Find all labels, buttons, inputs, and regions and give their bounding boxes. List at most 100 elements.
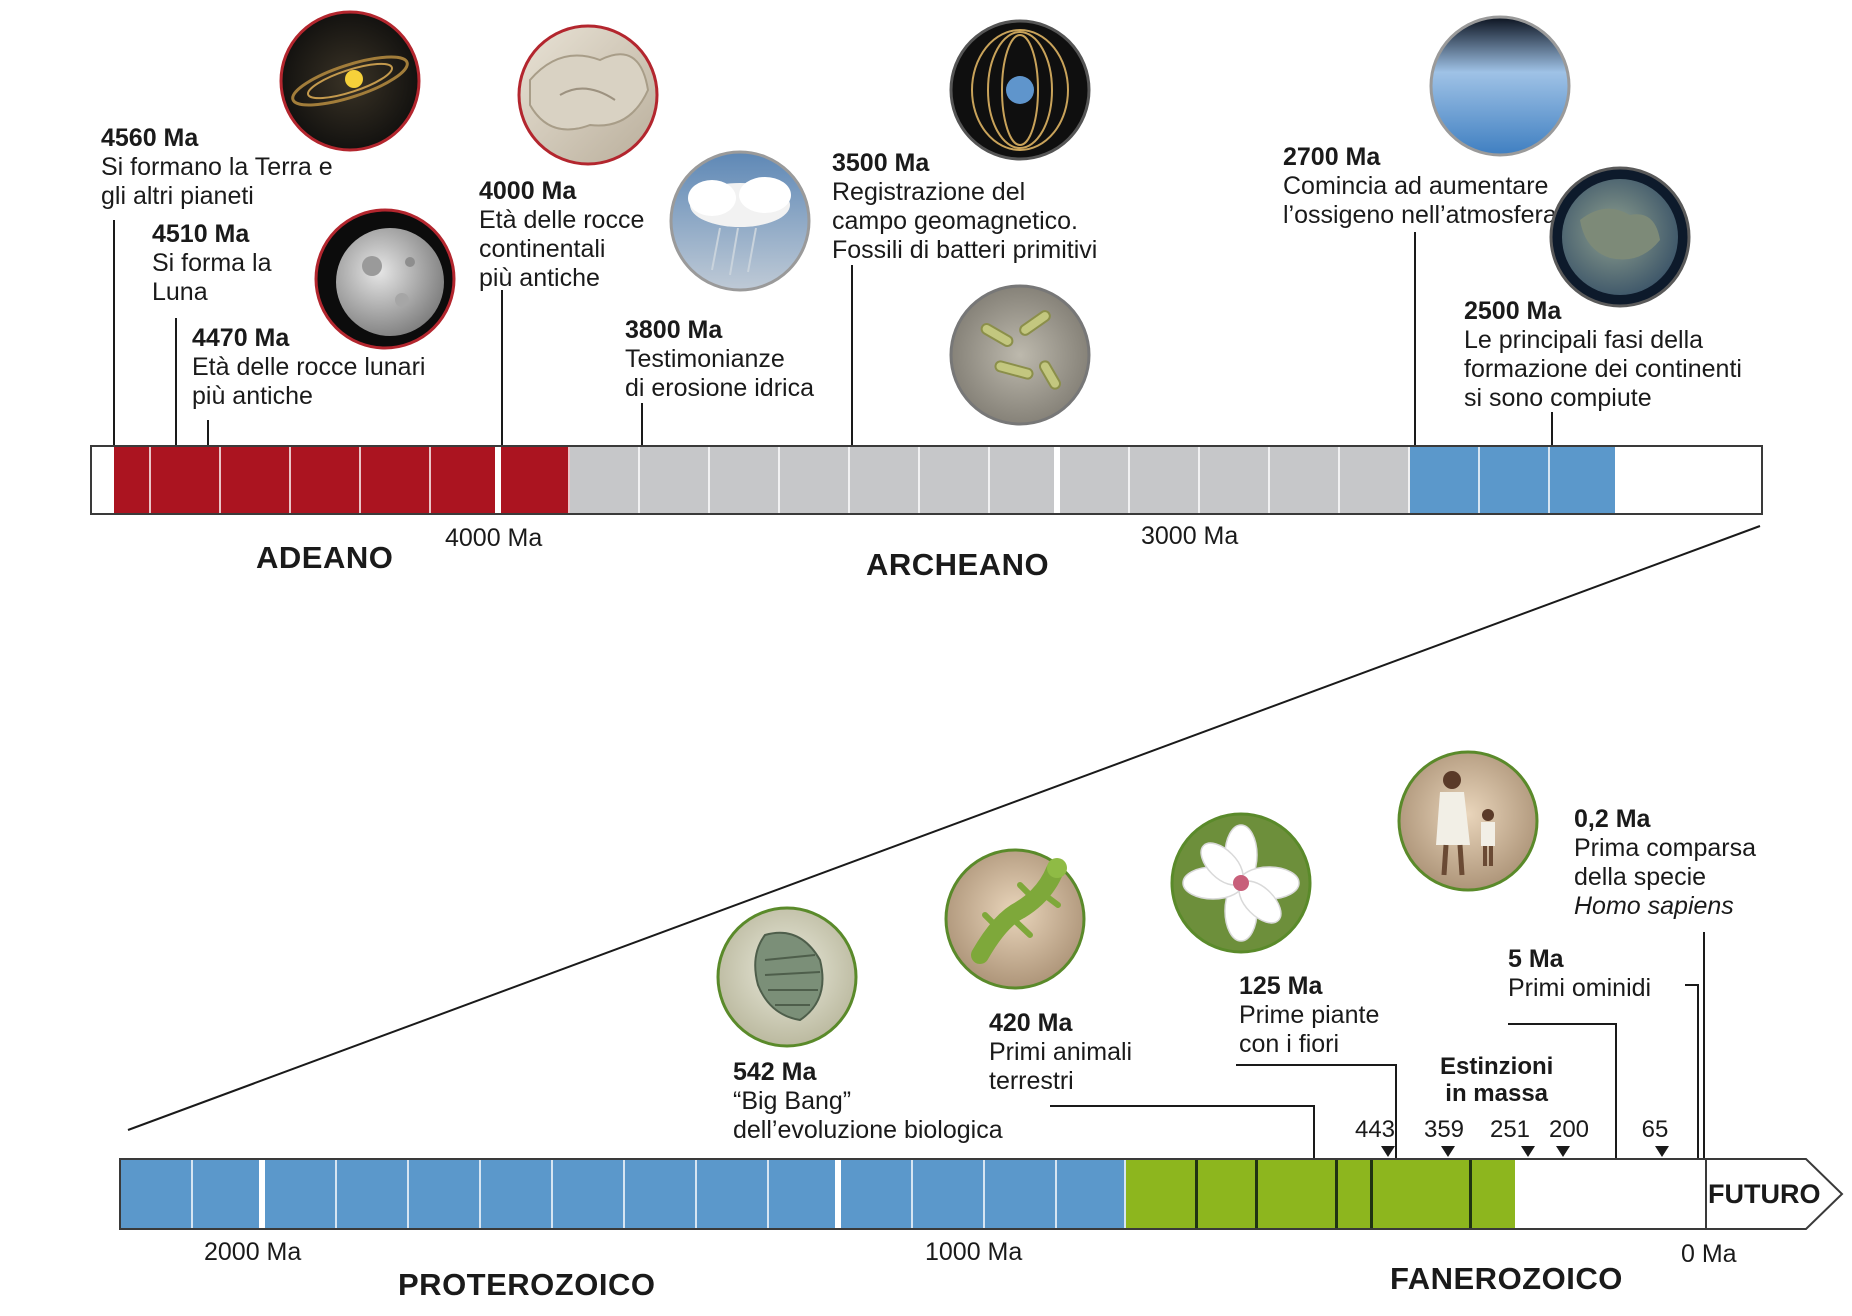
timeline-segment — [1373, 1160, 1472, 1228]
event-420: 420 Ma Primi animali terrestri — [989, 1009, 1132, 1096]
event-4470: 4470 Ma Età delle rocce lunari più antic… — [192, 324, 425, 411]
extinction-marker-65 — [1655, 1146, 1669, 1157]
timeline-segment — [1060, 447, 1130, 513]
extinction-marker-251 — [1521, 1146, 1535, 1157]
extinction-marker-443 — [1381, 1146, 1395, 1157]
timeline-segment — [841, 1160, 913, 1228]
timeline-segment — [710, 447, 780, 513]
timeline-segment — [1198, 1160, 1258, 1228]
top-timeline-bar — [90, 445, 1763, 515]
solar-system-icon — [279, 10, 421, 152]
event-age: 2500 Ma — [1464, 297, 1562, 325]
event-age: 2700 Ma — [1283, 143, 1381, 171]
event-description: Registrazione del campo geomagnetico. Fo… — [832, 178, 1098, 264]
rain-cloud-icon — [669, 150, 811, 292]
timeline-segment — [1480, 447, 1550, 513]
timeline-segment — [1258, 1160, 1338, 1228]
rock-icon — [517, 24, 659, 166]
atmosphere-icon — [1429, 15, 1571, 157]
extinction-251: 251 — [1489, 1116, 1531, 1143]
event-4510: 4510 Ma Si forma la Luna — [152, 220, 271, 307]
timeline-segment — [1410, 447, 1480, 513]
event-4560: 4560 Ma Si formano la Terra e gli altri … — [101, 124, 333, 211]
event-description: Primi ominidi — [1508, 974, 1652, 1002]
timeline-segment — [985, 1160, 1057, 1228]
event-description: “Big Bang” dell’evoluzione biologica — [733, 1087, 1003, 1144]
connector-diagonal — [127, 525, 1761, 1131]
bottom-timeline-bar — [119, 1158, 1707, 1230]
eon-label-adeano: ADEANO — [256, 540, 394, 575]
event-age: 4510 Ma — [152, 220, 250, 248]
event-description: Si formano la Terra e gli altri pianeti — [101, 153, 333, 210]
timeline-segment — [221, 447, 291, 513]
event-age: 5 Ma — [1508, 945, 1564, 973]
timeline-segment — [1200, 447, 1270, 513]
timeline-segment — [1126, 1160, 1198, 1228]
eon-label-archeano: ARCHEANO — [866, 547, 1050, 582]
timeline-segment — [1472, 1160, 1515, 1228]
event-age: 125 Ma — [1239, 972, 1323, 1000]
event-0-2: 0,2 Ma Prima comparsa della specie Homo … — [1574, 805, 1756, 921]
timeline-segment — [1550, 447, 1615, 513]
event-age: 4000 Ma — [479, 177, 577, 205]
timeline-segment — [913, 1160, 985, 1228]
extinction-200: 200 — [1548, 1116, 1590, 1143]
scale-label-1000: 1000 Ma — [925, 1238, 1023, 1266]
leader-5b — [1685, 984, 1699, 1158]
timeline-segment — [501, 447, 570, 513]
event-3500: 3500 Ma Registrazione del campo geomagne… — [832, 149, 1097, 265]
timeline-segment — [920, 447, 990, 513]
event-description: Testimonianze di erosione idrica — [625, 345, 814, 402]
leader-542 — [1050, 1105, 1315, 1158]
scale-label-3000: 3000 Ma — [1141, 522, 1239, 550]
timeline-segment — [850, 447, 920, 513]
timeline-segment — [570, 447, 640, 513]
timeline-segment — [553, 1160, 625, 1228]
mass-extinctions-title: Estinzioni in massa — [1440, 1053, 1554, 1107]
extinction-359: 359 — [1423, 1116, 1465, 1143]
timeline-segment — [121, 1160, 193, 1228]
timeline-segment — [769, 1160, 841, 1228]
event-description: Prima comparsa della specie — [1574, 834, 1756, 891]
timeline-segment — [431, 447, 501, 513]
leader-5 — [1508, 1023, 1617, 1158]
timeline-segment — [780, 447, 850, 513]
timeline-segment — [361, 447, 431, 513]
event-2500: 2500 Ma Le principali fasi della formazi… — [1464, 297, 1742, 413]
extinction-443: 443 — [1354, 1116, 1396, 1143]
event-species-name: Homo sapiens — [1574, 892, 1734, 920]
magnetic-field-icon — [949, 19, 1091, 161]
event-age: 542 Ma — [733, 1058, 817, 1086]
event-description: Le principali fasi della formazione dei … — [1464, 326, 1742, 412]
extinction-65: 65 — [1641, 1116, 1669, 1143]
event-2700: 2700 Ma Comincia ad aumentare l’ossigeno… — [1283, 143, 1557, 230]
hominids-icon — [1397, 750, 1539, 892]
event-3800: 3800 Ma Testimonianze di erosione idrica — [625, 316, 814, 403]
timeline-segment — [1270, 447, 1340, 513]
timeline-segment — [990, 447, 1060, 513]
event-age: 4470 Ma — [192, 324, 290, 352]
extinction-marker-359 — [1441, 1146, 1455, 1157]
eon-label-proterozoico: PROTEROZOICO — [398, 1267, 656, 1302]
timeline-segment — [291, 447, 361, 513]
amphibian-icon — [944, 848, 1086, 990]
timeline-segment — [92, 447, 114, 513]
leader-125 — [1236, 1064, 1397, 1158]
scale-label-0: 0 Ma — [1681, 1240, 1737, 1268]
event-description: Età delle rocce lunari più antiche — [192, 353, 426, 410]
timeline-segment — [640, 447, 710, 513]
timeline-segment — [1338, 1160, 1373, 1228]
timeline-segment — [337, 1160, 409, 1228]
trilobite-icon — [716, 906, 858, 1048]
future-arrow-shape — [1705, 1158, 1844, 1230]
timeline-segment — [265, 1160, 337, 1228]
moon-icon — [314, 208, 456, 350]
event-age: 3500 Ma — [832, 149, 930, 177]
event-5: 5 Ma Primi ominidi — [1508, 945, 1651, 1003]
event-125: 125 Ma Prime piante con i fiori — [1239, 972, 1379, 1059]
scale-label-4000: 4000 Ma — [445, 524, 543, 552]
eon-label-fanerozoico: FANEROZOICO — [1390, 1261, 1623, 1296]
event-age: 420 Ma — [989, 1009, 1073, 1037]
